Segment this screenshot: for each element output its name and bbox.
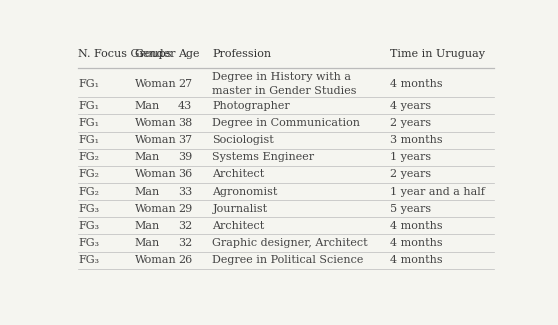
Text: FG₂: FG₂ <box>78 187 99 197</box>
Text: 4 months: 4 months <box>389 255 442 265</box>
Text: Man: Man <box>134 238 160 248</box>
Text: 5 years: 5 years <box>389 204 431 214</box>
Text: N. Focus Groups: N. Focus Groups <box>78 49 172 59</box>
Text: FG₁: FG₁ <box>78 79 99 89</box>
Text: FG₁: FG₁ <box>78 135 99 145</box>
Text: FG₃: FG₃ <box>78 204 99 214</box>
Text: FG₂: FG₂ <box>78 152 99 162</box>
Text: FG₁: FG₁ <box>78 118 99 128</box>
Text: Sociologist: Sociologist <box>213 135 274 145</box>
Text: 32: 32 <box>178 238 192 248</box>
Text: Man: Man <box>134 187 160 197</box>
Text: Profession: Profession <box>213 49 272 59</box>
Text: 36: 36 <box>178 169 192 179</box>
Text: Journalist: Journalist <box>213 204 268 214</box>
Text: Man: Man <box>134 152 160 162</box>
Text: Woman: Woman <box>134 135 176 145</box>
Text: 4 months: 4 months <box>389 79 442 89</box>
Text: 1 years: 1 years <box>389 152 431 162</box>
Text: Woman: Woman <box>134 169 176 179</box>
Text: Architect: Architect <box>213 221 264 231</box>
Text: 32: 32 <box>178 221 192 231</box>
Text: 26: 26 <box>178 255 192 265</box>
Text: 3 months: 3 months <box>389 135 442 145</box>
Text: 2 years: 2 years <box>389 118 431 128</box>
Text: Woman: Woman <box>134 79 176 89</box>
Text: FG₁: FG₁ <box>78 101 99 111</box>
Text: Degree in Communication: Degree in Communication <box>213 118 360 128</box>
Text: 33: 33 <box>178 187 192 197</box>
Text: 37: 37 <box>178 135 192 145</box>
Text: 27: 27 <box>178 79 192 89</box>
Text: Age: Age <box>178 49 199 59</box>
Text: FG₃: FG₃ <box>78 238 99 248</box>
Text: Gender: Gender <box>134 49 176 59</box>
Text: 43: 43 <box>178 101 192 111</box>
Text: 2 years: 2 years <box>389 169 431 179</box>
Text: Woman: Woman <box>134 255 176 265</box>
Text: Woman: Woman <box>134 204 176 214</box>
Text: Graphic designer, Architect: Graphic designer, Architect <box>213 238 368 248</box>
Text: Architect: Architect <box>213 169 264 179</box>
Text: 4 years: 4 years <box>389 101 431 111</box>
Text: FG₃: FG₃ <box>78 221 99 231</box>
Text: FG₂: FG₂ <box>78 169 99 179</box>
Text: Man: Man <box>134 101 160 111</box>
Text: FG₃: FG₃ <box>78 255 99 265</box>
Text: Woman: Woman <box>134 118 176 128</box>
Text: 1 year and a half: 1 year and a half <box>389 187 485 197</box>
Text: Time in Uruguay: Time in Uruguay <box>389 49 485 59</box>
Text: Agronomist: Agronomist <box>213 187 278 197</box>
Text: Degree in Political Science: Degree in Political Science <box>213 255 364 265</box>
Text: 39: 39 <box>178 152 192 162</box>
Text: Systems Engineer: Systems Engineer <box>213 152 315 162</box>
Text: 4 months: 4 months <box>389 238 442 248</box>
Text: Degree in History with a
master in Gender Studies: Degree in History with a master in Gende… <box>213 72 357 96</box>
Text: 4 months: 4 months <box>389 221 442 231</box>
Text: 29: 29 <box>178 204 192 214</box>
Text: Man: Man <box>134 221 160 231</box>
Text: 38: 38 <box>178 118 192 128</box>
Text: Photographer: Photographer <box>213 101 290 111</box>
